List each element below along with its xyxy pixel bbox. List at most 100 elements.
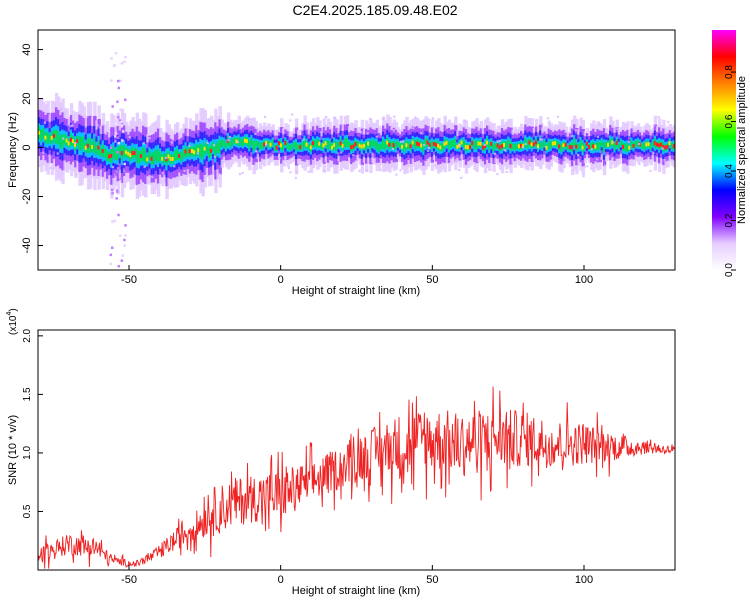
spectrogram-speckle: [547, 117, 550, 120]
spectrogram-cell: [473, 141, 477, 150]
colorbar-tick-label: 0.4: [724, 164, 735, 178]
y-tick-label: -40: [21, 238, 33, 254]
spectrogram-cell: [207, 146, 212, 158]
colorbar: 0.0 0.2 0.4 0.6 0.8 Normalized spectral ampl…: [712, 30, 748, 277]
spectrogram-peak: [660, 142, 664, 147]
snr-scale-base: (x104): [6, 308, 19, 335]
colorbar-ticks: 0.0 0.2 0.4 0.6 0.8: [724, 65, 736, 277]
spectrogram-cell: [40, 129, 44, 142]
spectrogram-speckle: [541, 123, 544, 126]
spectrogram-cell: [46, 131, 50, 144]
spectrogram-peak: [490, 141, 494, 146]
spectrogram-cell: [114, 150, 118, 161]
spectrogram-peak: [129, 153, 133, 158]
spectrogram-peak: [592, 144, 596, 149]
spectrogram-peak: [503, 142, 507, 147]
spectrogram-speckle: [360, 131, 363, 134]
spectrogram-cell: [539, 138, 543, 147]
spectrogram-cell: [78, 136, 82, 151]
spectrogram-cell: [356, 140, 360, 147]
spectrogram-cell: [148, 150, 152, 161]
spectrogram-cell: [424, 138, 428, 148]
spectrogram-cell: [579, 139, 583, 149]
spectrogram-speckle: [265, 143, 268, 146]
spectrogram-speckle: [113, 64, 117, 67]
spectrogram-peak: [575, 144, 579, 149]
spectrogram-peak: [568, 144, 572, 149]
spectrogram-cell: [320, 144, 324, 150]
spectrogram-speckle: [247, 118, 251, 121]
spectrogram-peak: [483, 144, 487, 149]
spectrogram-speckle: [117, 141, 121, 145]
snr-x-axis: -50 0 50 100: [121, 565, 593, 586]
spectrogram-cell: [577, 144, 581, 150]
spectrogram-cell: [549, 141, 554, 149]
spectrogram-peak: [322, 143, 326, 148]
spectrogram-cell: [613, 143, 617, 151]
spectrogram-cell: [173, 150, 178, 162]
x-tick-label: 100: [575, 274, 593, 286]
spectrogram-cell: [413, 140, 418, 149]
spectrogram-peak: [362, 143, 366, 148]
spectrogram-speckle: [109, 146, 113, 149]
spectrogram-cell: [267, 140, 271, 148]
spectrogram-peak: [167, 154, 171, 159]
spectrogram-peak: [536, 144, 540, 149]
spectrogram-peak: [405, 143, 409, 148]
spectrogram-speckle: [582, 175, 585, 178]
spectrogram-speckle: [123, 60, 126, 64]
spectrogram-speckle: [365, 169, 368, 172]
spectrogram-cell: [343, 138, 348, 148]
spectrogram-cell: [82, 136, 86, 149]
spectrogram-cell: [541, 142, 545, 149]
spectrogram-speckle: [212, 144, 216, 147]
spectrogram-peak: [184, 149, 188, 154]
spectrogram-cell: [381, 139, 386, 149]
spectrogram-speckle: [188, 144, 191, 147]
spectrogram-speckle: [143, 165, 146, 168]
spectrogram-cell: [154, 149, 159, 162]
spectrogram-speckle: [116, 136, 120, 139]
spectrogram-speckle: [164, 156, 168, 160]
spectrogram-peak: [209, 148, 213, 153]
spectrogram-peak: [498, 145, 502, 150]
spectrogram-cell: [216, 142, 220, 153]
spectrogram-peak: [456, 144, 460, 149]
spectrogram-peak: [632, 143, 636, 148]
spectrogram-speckle: [110, 123, 113, 126]
spectrogram-peak: [445, 140, 449, 145]
spectrogram-speckle: [113, 173, 117, 176]
spectrogram-cell: [511, 143, 515, 150]
spectrogram-speckle: [563, 157, 566, 160]
spectrogram-cell: [288, 145, 292, 151]
spectrogram-speckle: [460, 176, 463, 179]
spectrogram-speckle: [371, 153, 374, 156]
spectrogram-speckle: [121, 139, 124, 142]
spectrogram-peak: [426, 140, 430, 145]
spectrogram-cell: [462, 139, 467, 148]
spectrogram-speckle: [48, 154, 51, 157]
spectrogram-speckle: [124, 224, 127, 227]
spectrogram-peak: [44, 135, 48, 140]
spectrogram-peak: [193, 150, 197, 155]
spectrogram-cell: [316, 139, 320, 148]
x-tick-label: 0: [278, 574, 284, 586]
spectrogram-peak: [553, 141, 557, 146]
spectrogram-peak: [411, 140, 415, 145]
spectrogram-cell: [271, 139, 275, 146]
spectrogram-peak: [84, 145, 88, 150]
spectrogram-speckle: [115, 197, 118, 200]
spectrogram-speckle: [110, 79, 113, 82]
spectrogram-peak: [110, 153, 114, 158]
spectrogram-peak: [558, 144, 562, 149]
spectrogram-cell: [626, 143, 630, 152]
spectrogram-peak: [551, 141, 555, 146]
spectrogram-peak: [464, 145, 468, 149]
spectrogram-cell: [57, 130, 61, 145]
spectrogram-cell: [254, 141, 258, 150]
spectrogram-cell: [454, 138, 458, 148]
spectrogram-cell: [195, 143, 199, 156]
spectrogram-peak: [662, 144, 666, 149]
spectrogram-peak: [500, 144, 504, 149]
spectrogram-peak: [672, 144, 675, 149]
